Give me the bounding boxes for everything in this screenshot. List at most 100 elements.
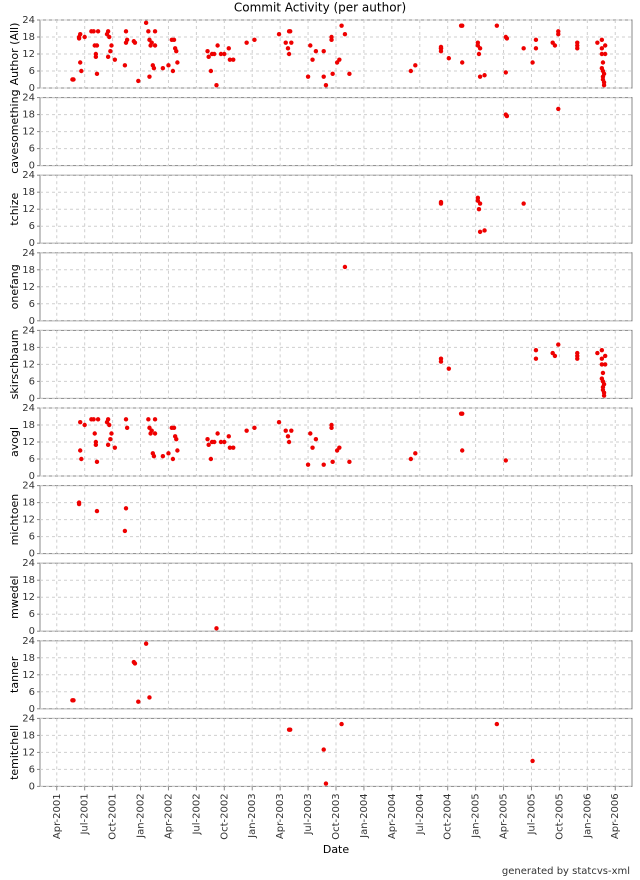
point xyxy=(321,74,326,79)
y-tick-label: 12 xyxy=(22,49,35,60)
y-tick-label: 12 xyxy=(22,282,35,293)
point xyxy=(321,747,326,752)
point xyxy=(599,46,605,51)
point xyxy=(599,37,605,43)
point xyxy=(476,51,482,57)
point xyxy=(413,63,418,68)
point xyxy=(503,70,508,75)
point xyxy=(107,422,112,428)
point xyxy=(600,370,606,376)
point xyxy=(91,29,96,34)
point xyxy=(170,456,176,462)
point xyxy=(76,501,82,507)
y-tick-label: 6 xyxy=(29,532,35,543)
point xyxy=(76,36,82,41)
point xyxy=(206,442,211,448)
point xyxy=(108,436,113,442)
x-tick-label: Oct-2004 xyxy=(443,793,454,839)
point xyxy=(521,46,526,51)
x-tick-label: Jan-2006 xyxy=(582,793,593,838)
point xyxy=(79,68,84,74)
point xyxy=(105,54,111,60)
point xyxy=(105,29,111,34)
point xyxy=(286,51,292,57)
y-tick-label: 0 xyxy=(29,238,35,249)
y-tick-label: 18 xyxy=(22,575,35,586)
point xyxy=(244,428,249,433)
y-tick-label: 12 xyxy=(22,670,35,681)
point xyxy=(533,37,539,43)
y-tick-label: 0 xyxy=(29,161,35,172)
point xyxy=(286,439,292,445)
point xyxy=(94,43,100,48)
point xyxy=(92,431,97,436)
x-tick-label: Jan-2002 xyxy=(136,793,147,838)
point xyxy=(244,40,249,45)
point xyxy=(305,74,311,79)
y-tick-label: 18 xyxy=(22,342,35,353)
point xyxy=(602,43,608,48)
point xyxy=(152,43,158,48)
point xyxy=(136,699,141,704)
point xyxy=(482,228,487,233)
point xyxy=(460,448,465,453)
y-tick-label: 12 xyxy=(22,127,35,138)
point xyxy=(601,393,607,398)
point xyxy=(289,428,294,433)
point xyxy=(599,65,605,71)
y-tick-label: 0 xyxy=(29,549,35,560)
point xyxy=(337,445,342,450)
point xyxy=(109,43,114,48)
point xyxy=(214,626,219,631)
point xyxy=(94,459,100,465)
point xyxy=(321,462,326,467)
y-tick-label: 0 xyxy=(29,471,35,482)
point xyxy=(123,417,129,422)
y-tick-label: 0 xyxy=(29,316,35,327)
point xyxy=(342,31,348,37)
point xyxy=(123,506,129,511)
point xyxy=(218,51,224,57)
point xyxy=(214,82,219,88)
point xyxy=(227,57,233,62)
point xyxy=(231,445,236,450)
x-tick-label: Jan-2004 xyxy=(359,793,370,838)
point xyxy=(171,37,177,43)
point xyxy=(146,417,151,422)
point xyxy=(222,439,227,445)
x-tick-label: Jul-2005 xyxy=(526,793,537,835)
y-tick-label: 0 xyxy=(29,626,35,637)
y-tick-label: 18 xyxy=(22,110,35,121)
point xyxy=(477,74,483,79)
point xyxy=(408,68,414,74)
point xyxy=(599,348,605,353)
y-tick-label: 18 xyxy=(22,730,35,741)
point xyxy=(152,417,158,422)
point xyxy=(283,40,288,45)
point xyxy=(313,436,319,442)
point xyxy=(337,57,342,62)
x-tick-label: Oct-2003 xyxy=(331,793,342,839)
point xyxy=(95,29,101,34)
point xyxy=(95,417,101,422)
x-tick-label: Apr-2002 xyxy=(163,793,174,839)
point xyxy=(122,528,128,534)
point xyxy=(82,422,87,428)
point xyxy=(215,431,220,436)
point xyxy=(91,417,96,422)
point xyxy=(530,758,535,764)
point xyxy=(94,508,100,514)
y-tick-label: 24 xyxy=(22,713,35,724)
point xyxy=(171,425,177,431)
footer: generated by statcvs-xml xyxy=(502,866,630,877)
point xyxy=(595,350,600,356)
x-tick-label: Jan-2003 xyxy=(247,793,258,838)
point xyxy=(504,113,510,119)
x-tick-label: Jan-2005 xyxy=(471,793,482,838)
point xyxy=(105,417,111,422)
y-tick-label: 24 xyxy=(22,248,35,259)
y-tick-label: 18 xyxy=(22,32,35,43)
y-tick-label: 24 xyxy=(22,325,35,336)
point xyxy=(112,57,118,62)
